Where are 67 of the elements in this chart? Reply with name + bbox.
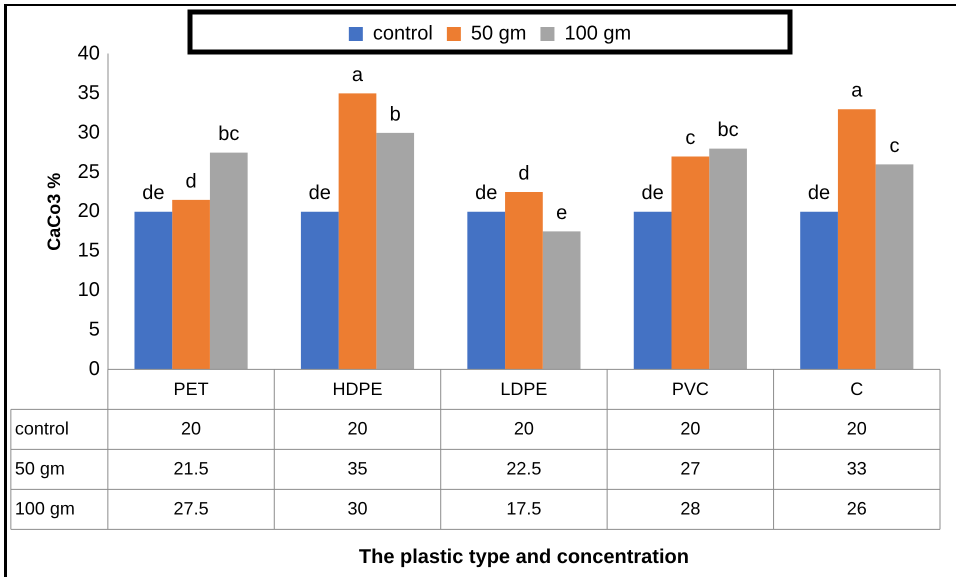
bar: [876, 164, 914, 370]
bar: [709, 148, 747, 370]
data-label: 17.5: [506, 498, 542, 518]
annotation: de: [475, 182, 498, 204]
data-label: 26: [846, 498, 867, 518]
data-label: 20: [181, 418, 202, 438]
y-tick-label: 25: [78, 160, 100, 183]
data-label: 30: [347, 498, 368, 518]
x-tick-label: LDPE: [500, 379, 548, 400]
bar: [338, 93, 376, 370]
data-label: 20: [680, 418, 700, 438]
annotation: a: [851, 80, 864, 102]
data-label: 28: [680, 498, 700, 518]
bar: [542, 231, 581, 370]
bar: [172, 200, 210, 370]
x-tick-label: PVC: [672, 379, 709, 400]
annotation: b: [390, 103, 401, 126]
annotation: d: [518, 162, 530, 185]
bar: [505, 192, 543, 370]
y-tick-label: 0: [88, 358, 100, 380]
bar: [467, 212, 506, 370]
legend-label: 100 gm: [564, 22, 632, 45]
x-tick-label: C: [850, 379, 864, 400]
annotation: de: [308, 182, 331, 204]
annotation: a: [352, 64, 364, 86]
annotation: de: [642, 182, 664, 204]
y-tick-label: 35: [78, 82, 100, 104]
data-label: 20: [846, 418, 867, 438]
data-label: 21.5: [174, 458, 209, 478]
data-label: 22.5: [506, 458, 542, 478]
y-tick-label: 20: [78, 200, 100, 222]
y-tick-label: 10: [78, 279, 100, 302]
annotation: e: [556, 202, 568, 224]
data-label: 33: [846, 458, 867, 478]
text: 100 gm: [14, 498, 75, 518]
data-label: 27.5: [174, 498, 209, 518]
data-label: 27: [680, 458, 700, 478]
annotation: c: [890, 134, 900, 157]
y-tick-label: 15: [78, 240, 100, 262]
annotation: de: [808, 182, 830, 204]
bar: [134, 212, 172, 370]
y-tick-label: 30: [78, 121, 100, 144]
bar: [376, 132, 414, 370]
bar: [634, 212, 672, 370]
data-label: 35: [347, 458, 368, 478]
y-tick-label: 5: [88, 318, 100, 340]
text: control: [14, 418, 69, 438]
data-label: 20: [347, 418, 368, 438]
bar: [210, 152, 248, 370]
text: The plastic type and concentration: [358, 546, 689, 568]
bar: [671, 156, 710, 370]
y-axis-title: CaCo3 %: [44, 172, 64, 251]
annotation: de: [142, 182, 164, 204]
legend-label: control: [372, 22, 433, 45]
y-tick-label: 40: [78, 42, 100, 65]
annotation: c: [685, 127, 696, 150]
data-label: 20: [514, 418, 534, 438]
bar: [800, 212, 838, 370]
bar: [838, 109, 876, 370]
annotation: bc: [218, 123, 240, 146]
legend-label: 50 gm: [470, 22, 526, 45]
text: 50 gm: [14, 458, 65, 478]
x-tick-label: HDPE: [332, 379, 382, 400]
annotation: bc: [718, 119, 739, 142]
annotation: d: [186, 170, 197, 192]
bar: [300, 212, 339, 370]
x-tick-label: PET: [174, 379, 209, 400]
